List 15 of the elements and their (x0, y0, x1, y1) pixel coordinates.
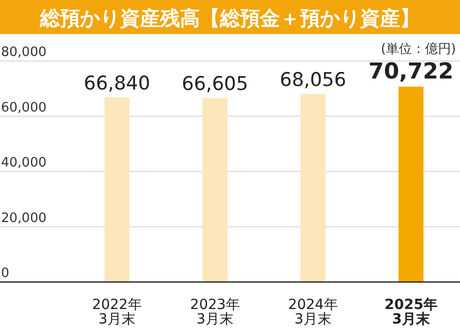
x-tick-label: 2023年 3月末 (190, 297, 240, 328)
data-label: 70,722 (368, 60, 454, 85)
data-label: 68,056 (280, 68, 346, 91)
y-tick-label: 40,000 (1, 156, 46, 170)
y-tick-label: 0 (1, 266, 10, 281)
data-label: 66,605 (182, 73, 248, 96)
data-label: 66,840 (84, 72, 150, 94)
x-tick-label: 2022年 3月末 (92, 297, 142, 328)
text: (単位：億円) (380, 42, 456, 57)
x-tick-label: 2025年 3月末 (384, 297, 438, 328)
y-tick-label: 20,000 (1, 210, 46, 226)
y-tick-label: 60,000 (1, 100, 46, 116)
chart-title: 総預かり資産残高【総預金＋預かり資産】 (39, 6, 420, 30)
y-tick-label: 80,000 (1, 45, 46, 60)
x-tick-label: 2024年 3月末 (288, 297, 338, 328)
